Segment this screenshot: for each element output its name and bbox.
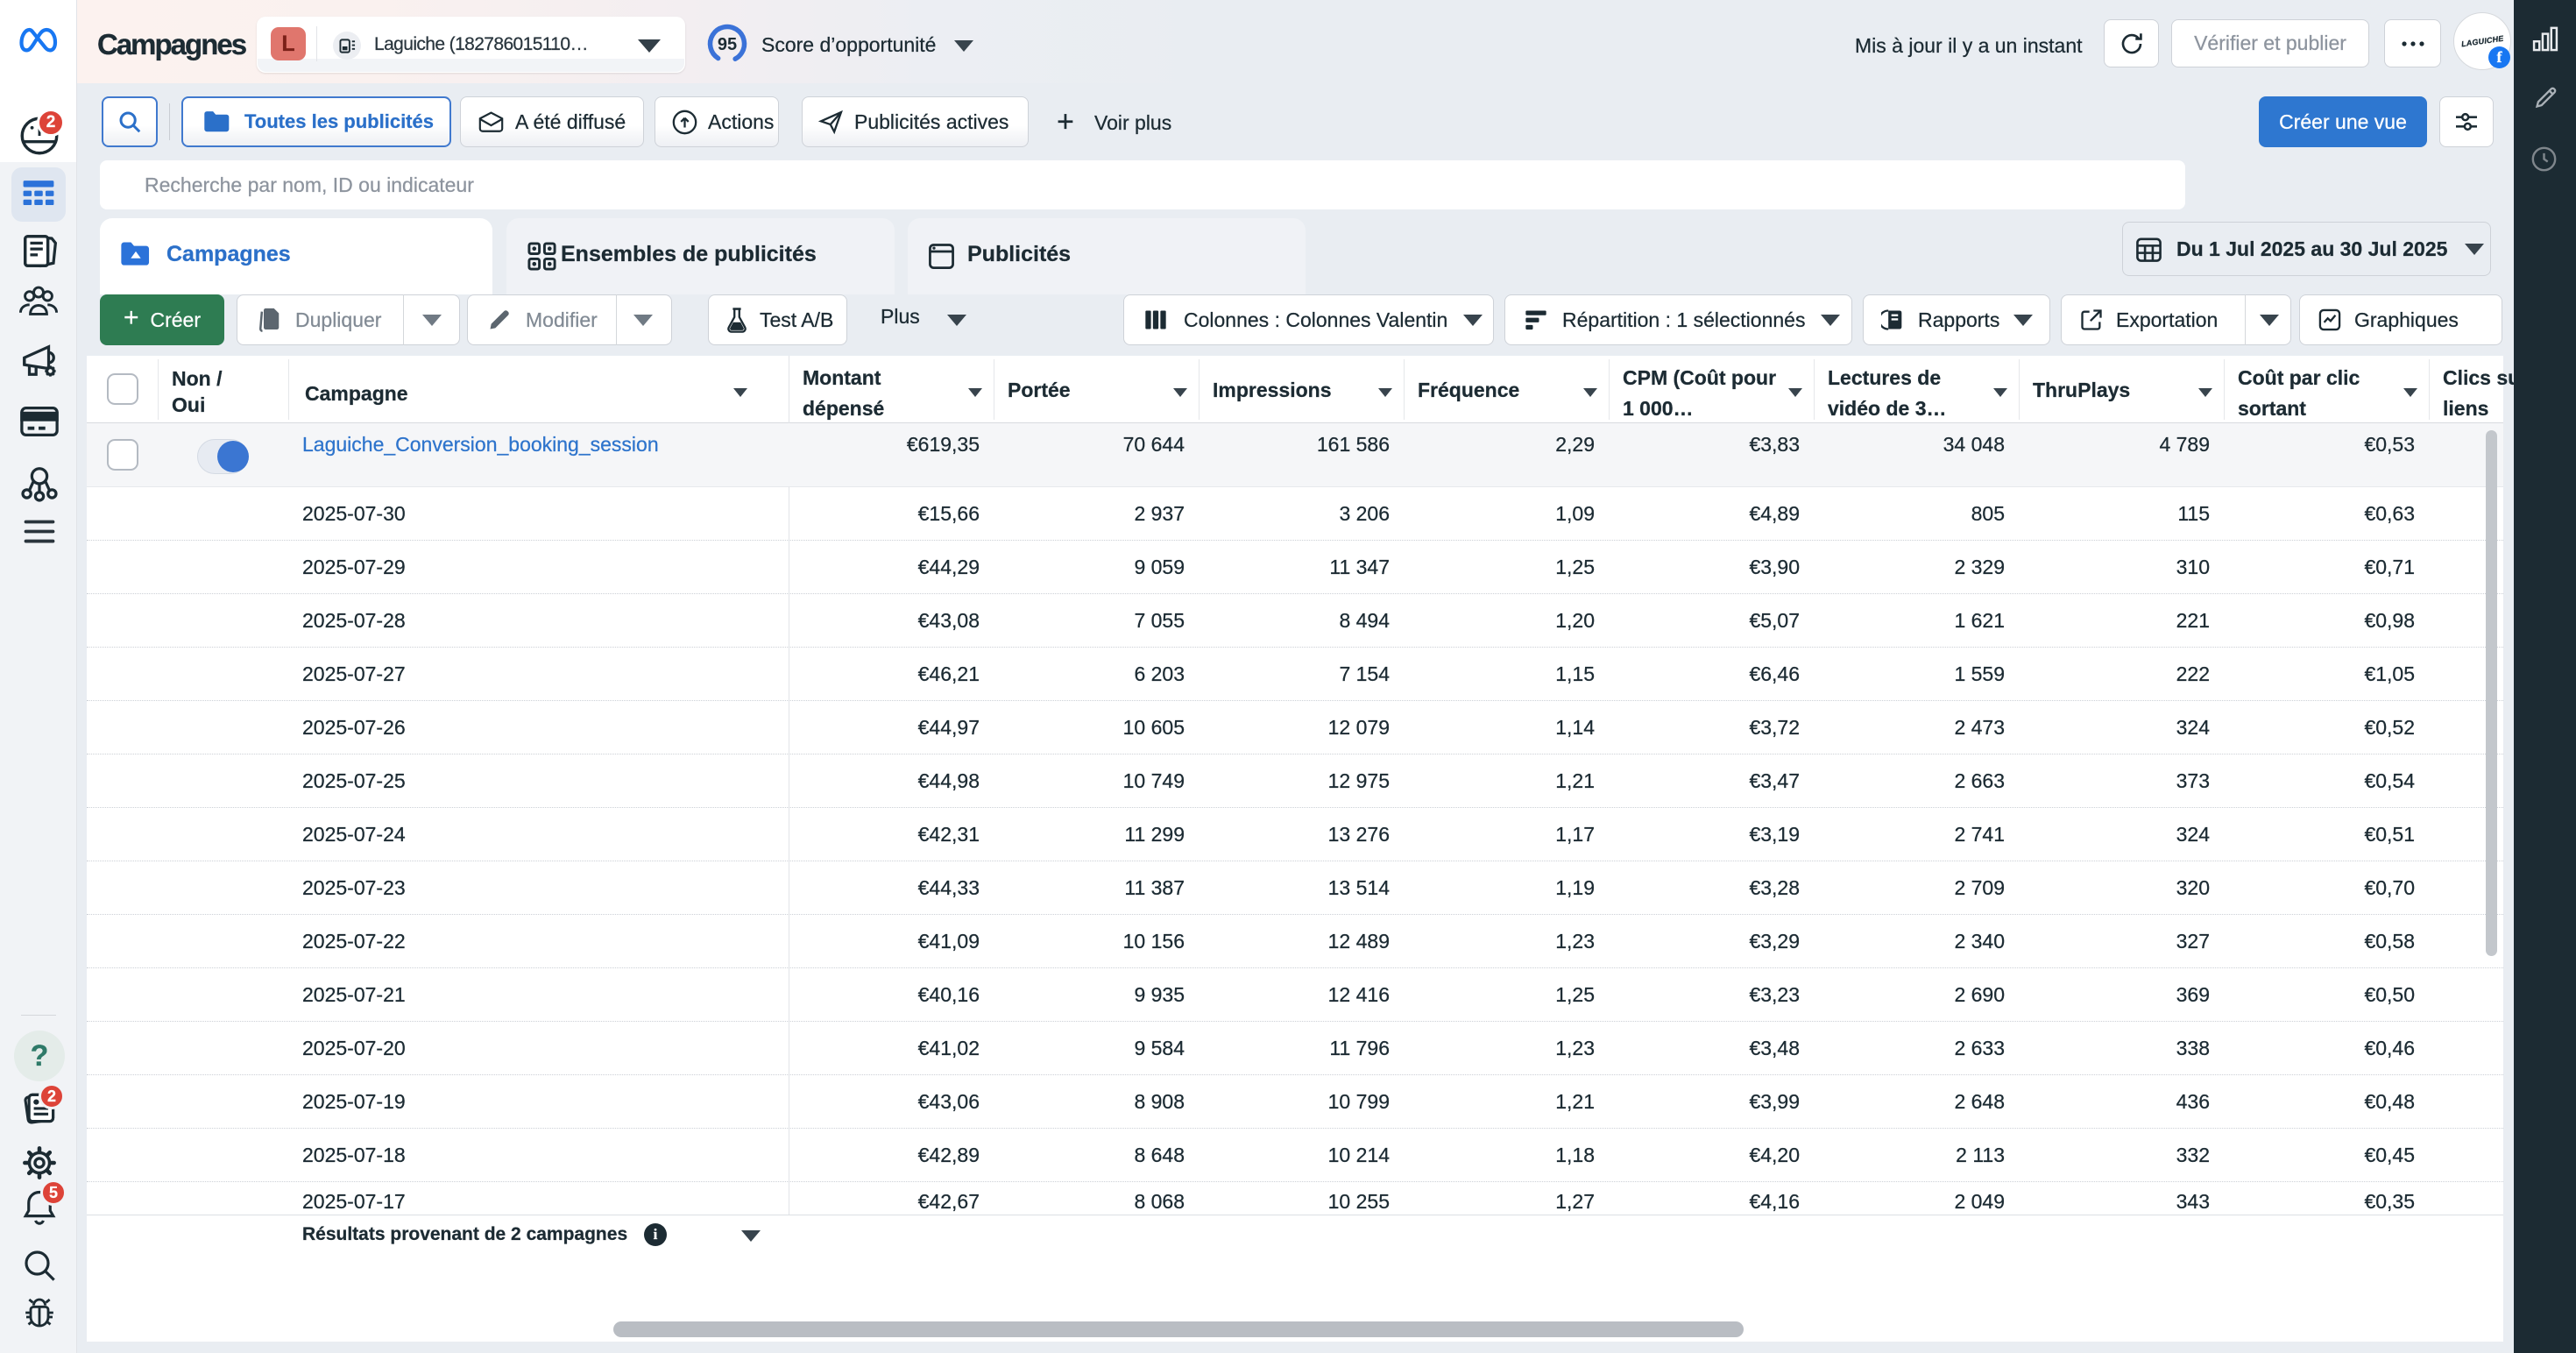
svg-text:95: 95 [718, 35, 737, 54]
